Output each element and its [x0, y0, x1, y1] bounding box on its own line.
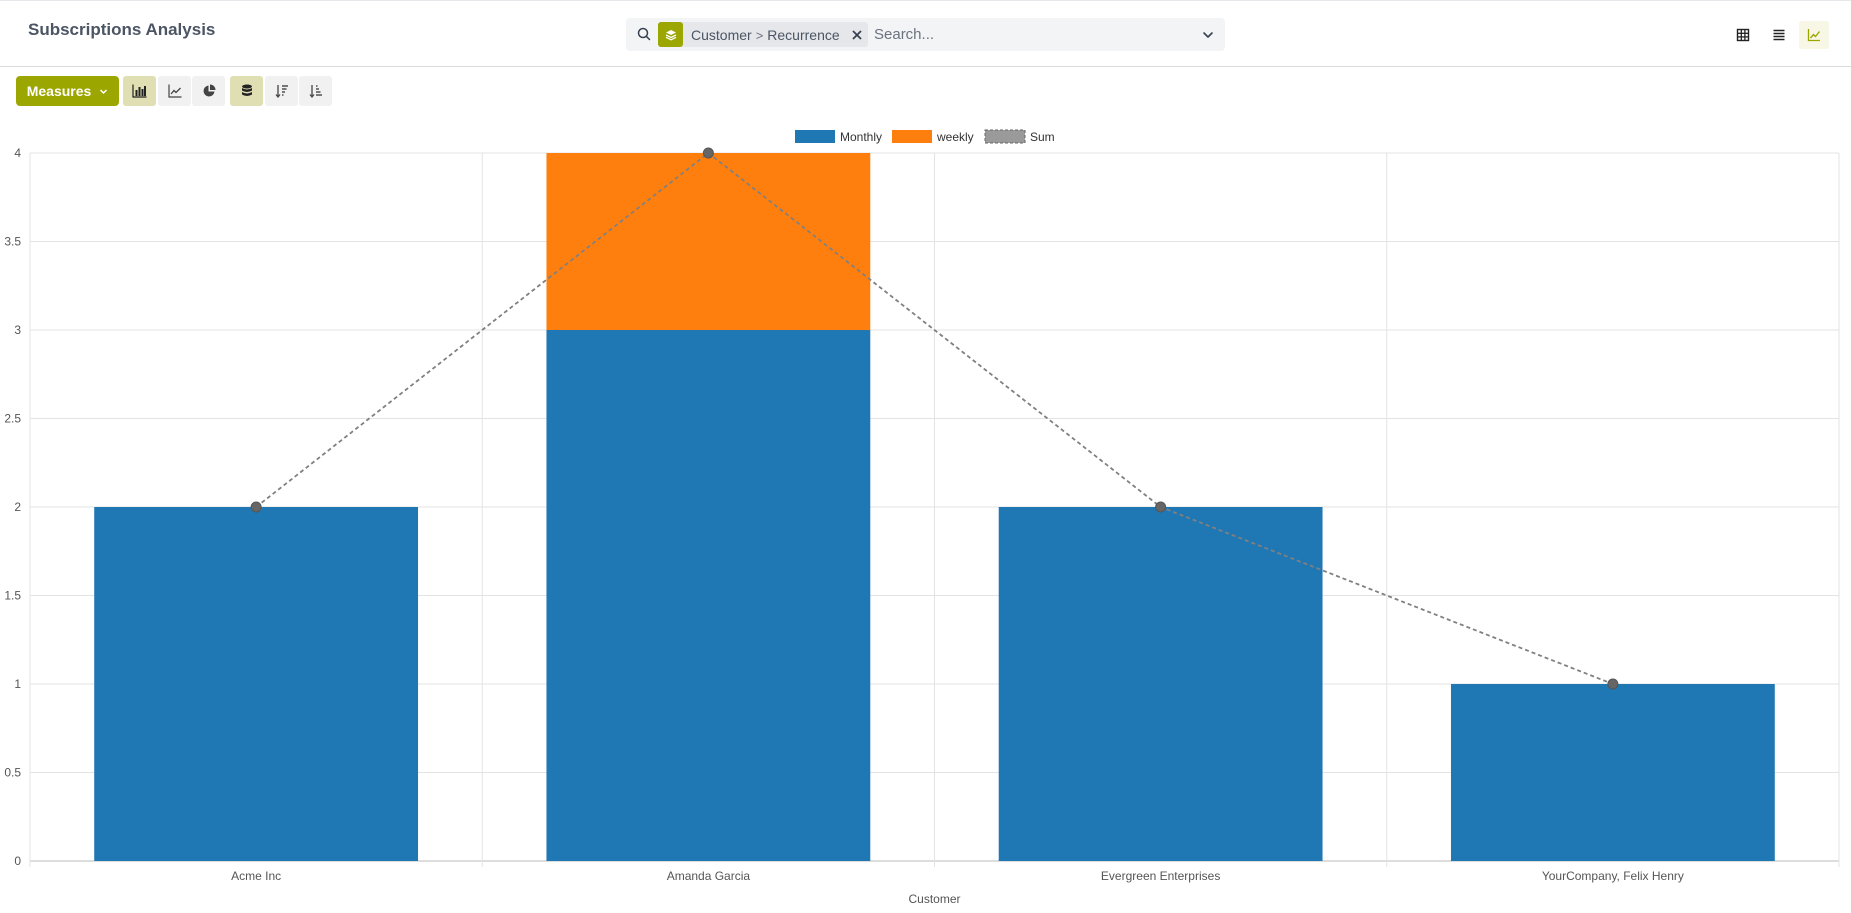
- bar-monthly: [546, 330, 871, 861]
- chevron-down-icon[interactable]: [1200, 27, 1216, 43]
- sum-point: [1607, 678, 1619, 690]
- y-tick-label: 4: [14, 146, 21, 160]
- list-icon: [1773, 29, 1785, 41]
- legend-label: Monthly: [840, 130, 882, 144]
- sort-descending-icon: [275, 85, 288, 98]
- close-icon: [852, 29, 862, 40]
- x-tick-label: Evergreen Enterprises: [1101, 869, 1220, 883]
- chevron-down-icon: [100, 88, 108, 94]
- bar-chart-icon: [132, 84, 147, 98]
- page-title: Subscriptions Analysis: [28, 20, 216, 39]
- y-tick-label: 1.5: [4, 589, 21, 603]
- search-bar: Customer > Recurrence: [626, 18, 1225, 51]
- layers-icon: [658, 22, 683, 47]
- legend-label: Sum: [1030, 130, 1055, 144]
- line-chart-icon: [167, 84, 181, 98]
- x-tick-label: Acme Inc: [231, 869, 281, 883]
- facet-separator: >: [755, 27, 764, 43]
- y-tick-label: 0.5: [4, 766, 21, 780]
- x-tick-label: Amanda Garcia: [667, 869, 751, 883]
- facet-remove-button[interactable]: [846, 22, 868, 47]
- bar-chart-button[interactable]: [123, 76, 156, 106]
- x-axis-title: Customer: [908, 892, 960, 906]
- legend-swatch-weekly: [892, 130, 932, 143]
- database-icon: [241, 84, 252, 96]
- measures-button[interactable]: Measures: [16, 76, 119, 106]
- y-tick-label: 2: [14, 500, 21, 514]
- pie-chart-button[interactable]: [192, 76, 225, 106]
- sum-point: [1155, 501, 1167, 513]
- bar-monthly: [94, 507, 419, 861]
- bar-weekly: [546, 153, 871, 330]
- search-icon: [637, 27, 651, 41]
- sum-point: [702, 147, 714, 159]
- bar-monthly: [998, 507, 1323, 861]
- line-chart-icon: [1807, 29, 1821, 42]
- line-chart-button[interactable]: [158, 76, 191, 106]
- bar-monthly: [1450, 684, 1775, 861]
- y-tick-label: 0: [14, 854, 21, 868]
- sort-ascending-button[interactable]: [299, 76, 332, 106]
- measures-label: Measures: [26, 83, 92, 99]
- search-input[interactable]: [874, 22, 1184, 47]
- control-panel: Subscriptions Analysis Customer > Recurren…: [0, 0, 1851, 67]
- sum-point: [250, 501, 262, 513]
- graph-area: 0 0.5 1 1.5 2 2.5 3 3.5 4 Acme Inc Amanda Garcia Ev…: [0, 120, 1851, 913]
- y-tick-label: 2.5: [4, 412, 21, 426]
- legend-swatch-monthly: [795, 130, 835, 143]
- group-by-facet: Customer > Recurrence: [658, 22, 868, 47]
- legend-label: weekly: [936, 130, 974, 144]
- graph-view-button[interactable]: [1799, 21, 1829, 49]
- pie-chart-icon: [203, 84, 215, 97]
- table-grid-icon: [1736, 28, 1750, 42]
- sort-ascending-icon: [309, 85, 322, 98]
- y-tick-label: 3.5: [4, 235, 21, 249]
- y-tick-label: 1: [14, 677, 21, 691]
- sum-line: [255, 151, 1614, 685]
- y-tick-label: 3: [14, 323, 21, 337]
- legend-swatch-sum: [984, 129, 1026, 144]
- chart-canvas: 0 0.5 1 1.5 2 2.5 3 3.5 4 Acme Inc Amanda Garcia Ev…: [4, 129, 1840, 906]
- stacked-button[interactable]: [230, 76, 263, 106]
- facet-group-recurrence: Recurrence: [767, 26, 840, 43]
- pivot-view-button[interactable]: [1728, 21, 1758, 49]
- x-tick-label: YourCompany, Felix Henry: [1542, 869, 1684, 883]
- sort-descending-button[interactable]: [265, 76, 298, 106]
- list-view-button[interactable]: [1764, 21, 1794, 49]
- facet-group-customer: Customer: [691, 26, 752, 43]
- facet-value: Customer > Recurrence: [683, 27, 846, 43]
